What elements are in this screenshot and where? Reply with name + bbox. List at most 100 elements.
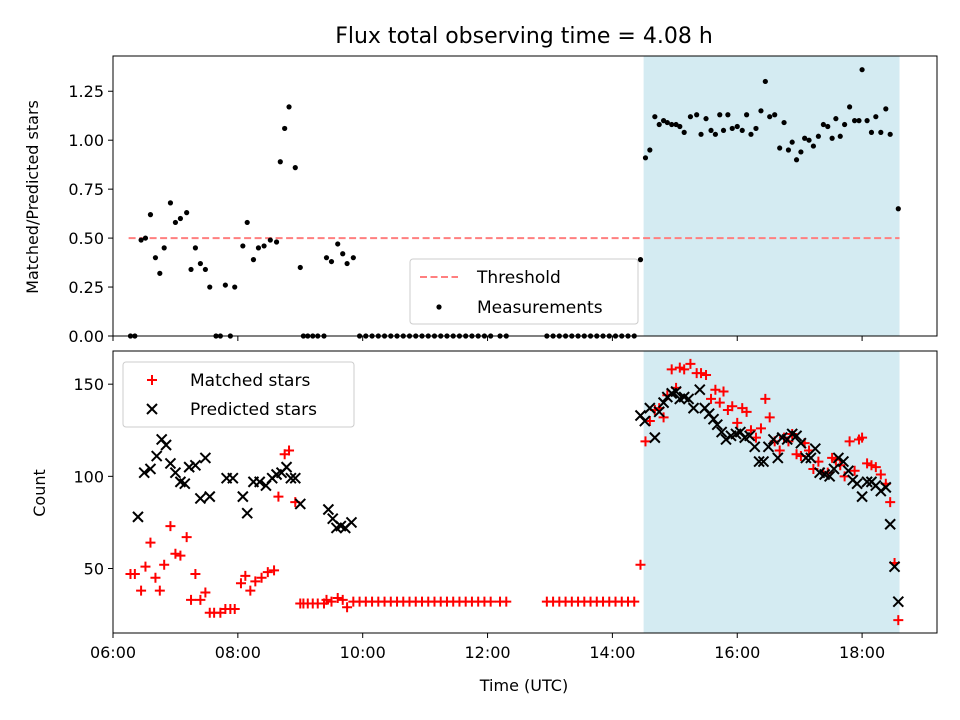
matched-star-point xyxy=(774,445,785,456)
x-tick-label: 08:00 xyxy=(215,643,261,662)
matched-star-point xyxy=(666,364,677,375)
measurement-point xyxy=(282,125,288,132)
predicted-star-point xyxy=(644,402,656,414)
predicted-star-point xyxy=(823,470,836,483)
measurement-point xyxy=(767,114,773,120)
matched-star-point xyxy=(866,460,877,471)
measurement-point xyxy=(157,270,163,276)
predicted-star-point xyxy=(805,452,817,464)
predicted-star-point xyxy=(183,461,195,473)
matched-star-point xyxy=(485,596,496,607)
predicted-star-point xyxy=(892,595,905,608)
measurement-point xyxy=(177,215,184,222)
bottom-panel-ylabel: Count xyxy=(30,469,49,517)
measurement-point xyxy=(694,112,700,118)
measurement-point xyxy=(147,212,154,218)
predicted-star-point xyxy=(828,463,840,475)
measurement-point xyxy=(323,255,330,261)
predicted-star-point xyxy=(204,490,216,503)
matched-star-point xyxy=(154,585,165,596)
top-y-tick-label: 0.75 xyxy=(68,180,104,199)
matched-star-point xyxy=(844,436,855,447)
measurement-point xyxy=(152,255,159,261)
top-axes-frame xyxy=(112,55,938,337)
matched-star-point xyxy=(256,572,267,583)
measurement-point xyxy=(687,114,694,120)
matched-star-point xyxy=(706,393,717,404)
measurement-point xyxy=(720,127,727,134)
matched-star-point xyxy=(326,596,337,607)
matched-star-point xyxy=(140,561,151,572)
legend-predicted-label: Predicted stars xyxy=(190,400,317,420)
measurement-point xyxy=(637,257,644,263)
top-panel-ratio: 0.00 0.25 0.50 0.75 1.00 1.25 Threshold Measure… xyxy=(68,55,938,346)
predicted-star-point xyxy=(194,492,207,505)
predicted-star-point xyxy=(687,402,700,414)
predicted-star-point xyxy=(757,455,770,468)
measurement-point xyxy=(656,121,662,128)
matched-star-point xyxy=(862,458,873,469)
matched-star-point xyxy=(644,416,655,427)
measurement-point xyxy=(739,127,745,134)
matched-star-point xyxy=(337,594,348,605)
top-legend: Threshold Measurements xyxy=(409,258,639,325)
matched-star-point xyxy=(685,358,696,369)
matched-star-point xyxy=(129,569,140,580)
measurement-point xyxy=(232,284,238,290)
matched-star-point xyxy=(175,550,186,561)
legend-threshold-label: Threshold xyxy=(476,268,561,288)
predicted-star-point xyxy=(199,452,212,464)
matched-star-point xyxy=(235,578,246,589)
matched-star-point xyxy=(186,594,197,605)
measurement-point xyxy=(806,137,812,143)
matched-star-point xyxy=(262,567,273,578)
measurement-point xyxy=(267,237,273,243)
bottom-axes-frame xyxy=(112,350,938,634)
top-shaded-region xyxy=(643,56,900,336)
measurement-point xyxy=(781,119,787,126)
measurement-point xyxy=(815,133,821,139)
predicted-star-point xyxy=(241,507,253,519)
measurement-point xyxy=(250,257,257,263)
matched-star-point xyxy=(849,465,860,476)
legend-predicted-swatch xyxy=(146,403,158,415)
predicted-star-point xyxy=(322,503,335,516)
top-legend-box xyxy=(409,258,639,325)
matched-star-point xyxy=(170,548,181,559)
matched-star-point xyxy=(741,406,752,417)
predicted-star-point xyxy=(795,437,807,449)
measurement-point xyxy=(255,245,262,251)
bottom-y-tick-label: 100 xyxy=(73,467,104,486)
matched-star-point xyxy=(760,393,771,404)
measurement-point xyxy=(222,282,228,288)
measurement-point xyxy=(793,157,800,163)
matched-star-point xyxy=(229,604,240,615)
predicted-star-point xyxy=(767,433,780,446)
predicted-star-point xyxy=(711,419,723,431)
measurement-point xyxy=(647,147,653,153)
predicted-star-point xyxy=(649,431,661,444)
predicted-star-point xyxy=(289,472,301,484)
measurement-point xyxy=(748,131,754,137)
measurement-point xyxy=(856,118,862,124)
matched-star-point xyxy=(240,570,251,581)
matched-star-point xyxy=(269,565,280,576)
matched-star-point xyxy=(195,594,206,605)
predicted-star-point xyxy=(189,459,202,471)
predicted-star-point xyxy=(880,481,892,494)
chart-title: Flux total observing time = 4.08 h xyxy=(335,24,713,49)
matched-star-point xyxy=(701,369,712,380)
measurement-point xyxy=(197,260,203,267)
measurement-point xyxy=(708,127,714,134)
predicted-star-point xyxy=(884,518,896,530)
measurement-point xyxy=(810,143,817,149)
measurement-point xyxy=(172,219,179,226)
x-tick-label: 14:00 xyxy=(589,643,635,662)
matched-star-point xyxy=(136,585,147,596)
measurement-point xyxy=(184,210,190,216)
predicted-star-point xyxy=(842,465,855,477)
measurement-point xyxy=(789,139,795,145)
matched-star-point xyxy=(273,491,284,502)
measurement-point xyxy=(798,149,804,155)
x-tick-label: 06:00 xyxy=(90,643,136,662)
